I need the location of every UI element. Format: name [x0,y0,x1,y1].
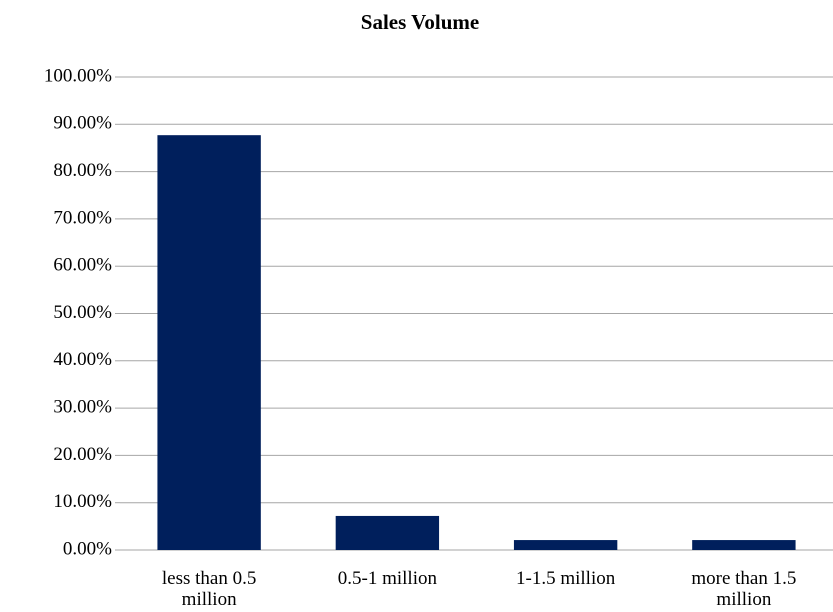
y-tick-label: 0.00% [63,538,112,559]
bar [692,540,796,550]
y-tick-label: 40.00% [53,349,112,370]
y-tick-label: 30.00% [53,396,112,417]
y-tick-label: 10.00% [53,491,112,512]
x-tick-label: 0.5-1 million [337,568,437,589]
y-tick-label: 90.00% [53,113,112,134]
y-tick-label: 80.00% [53,160,112,181]
x-tick-label: less than 0.5 million [161,568,257,610]
bar [513,540,618,550]
x-tick-label: 1-1.5 million [516,568,616,589]
x-tick-label: more than 1.5 million [691,568,797,610]
y-tick-label: 60.00% [53,255,112,276]
chart-title: Sales Volume [361,10,479,34]
bar [335,515,440,550]
y-tick-label: 100.00% [44,65,112,86]
bar [157,135,261,550]
y-tick-label: 70.00% [53,207,112,228]
y-tick-label: 20.00% [53,444,112,465]
y-tick-label: 50.00% [53,302,112,323]
